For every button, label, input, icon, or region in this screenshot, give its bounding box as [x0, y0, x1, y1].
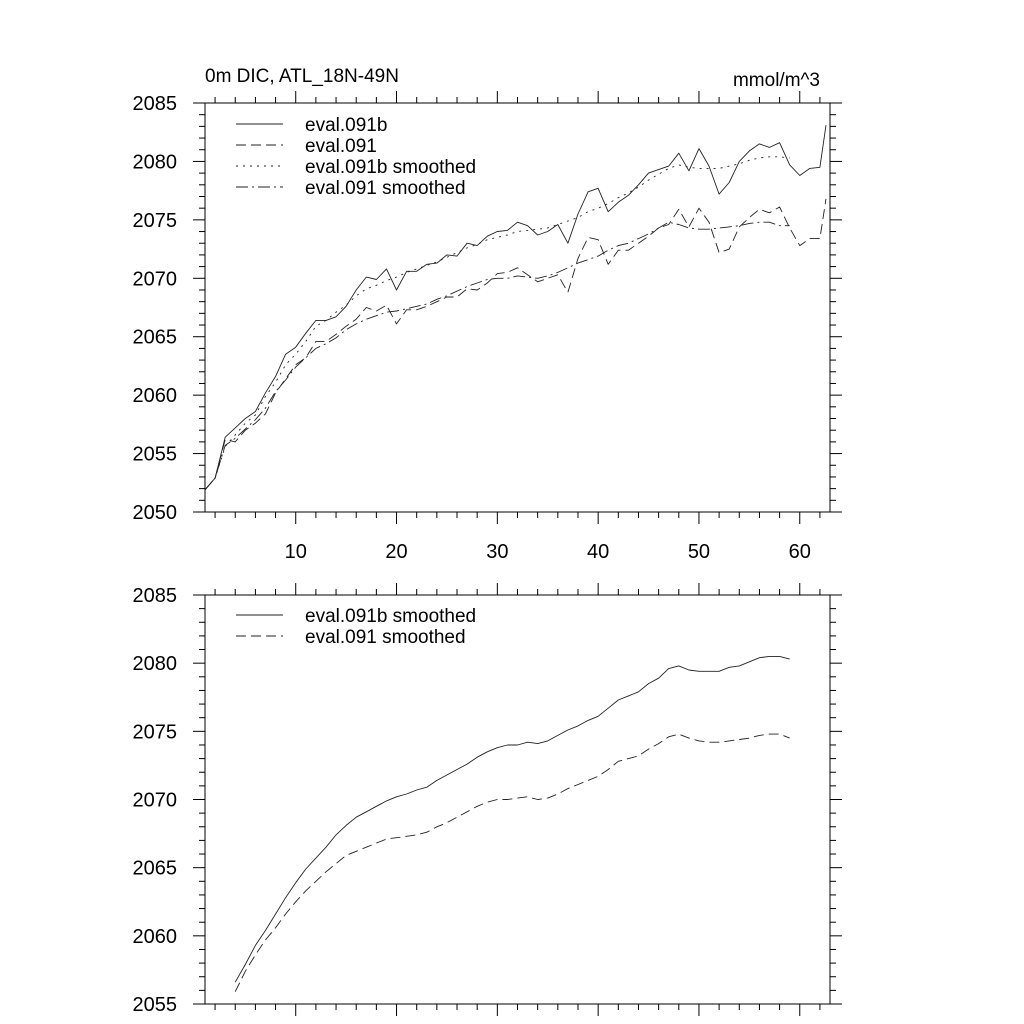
series-line-eval-091	[204, 198, 827, 491]
series-line-eval-091b-smoothed	[204, 156, 790, 491]
legend-label: eval.091b	[305, 115, 387, 136]
y-tick-label: 2085	[133, 93, 178, 115]
x-tick-label: 30	[486, 541, 508, 563]
plot-frame	[204, 594, 831, 1005]
y-tick-label: 2070	[133, 268, 178, 290]
y-tick-label: 2080	[133, 151, 178, 173]
chart-panel-2: 2055 2060 2065 2070 2075 2080 2085 eval.091b sm…	[133, 583, 842, 1016]
chart-panel-1: 2050 2055 2060 2065 2070 2075 2080 2085 10 20 30 40…	[133, 66, 842, 563]
legend-label: eval.091	[305, 136, 377, 157]
legend-label: eval.091 smoothed	[305, 178, 466, 199]
y-tick-label: 2060	[133, 385, 178, 407]
x-tick-label: 40	[587, 541, 609, 563]
y-tick-label: 2060	[133, 926, 178, 948]
chart-units: mmol/m^3	[733, 70, 820, 91]
series-line-eval-091b	[204, 125, 827, 491]
y-tick-label: 2075	[133, 210, 178, 232]
legend-label: eval.091b smoothed	[305, 157, 476, 178]
plot-frame	[204, 102, 831, 513]
y-tick-label: 2065	[133, 858, 178, 880]
x-tick-label: 50	[688, 541, 710, 563]
series-line-eval-091-smoothed	[234, 733, 790, 992]
x-tick-label: 10	[285, 541, 307, 563]
y-tick-label: 2075	[133, 721, 178, 743]
x-tick-label: 20	[385, 541, 407, 563]
x-tick-label: 60	[789, 541, 811, 563]
y-tick-label: 2070	[133, 790, 178, 812]
chart-title: 0m DIC, ATL_18N-49N	[205, 66, 399, 87]
series-line-eval-091b-smoothed	[234, 655, 790, 983]
y-tick-label: 2065	[133, 327, 178, 349]
legend-label: eval.091b smoothed	[305, 606, 476, 627]
series-line-eval-091-smoothed	[204, 221, 790, 491]
legend-label: eval.091 smoothed	[305, 627, 466, 648]
y-tick-label: 2085	[133, 585, 178, 607]
y-tick-label: 2080	[133, 653, 178, 675]
y-tick-label: 2050	[133, 502, 178, 524]
y-tick-label: 2055	[133, 994, 178, 1016]
y-tick-label: 2055	[133, 444, 178, 466]
